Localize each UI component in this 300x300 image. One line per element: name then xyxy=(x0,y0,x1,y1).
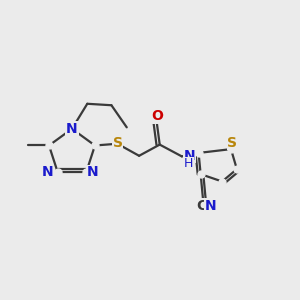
Text: N: N xyxy=(205,199,216,213)
Text: N: N xyxy=(41,166,53,179)
Text: C: C xyxy=(197,199,207,213)
Text: N: N xyxy=(87,166,98,179)
Text: H: H xyxy=(184,157,193,170)
Text: N: N xyxy=(41,165,52,179)
Text: S: S xyxy=(227,136,237,150)
Text: N: N xyxy=(67,121,78,135)
Text: S: S xyxy=(112,136,123,150)
Text: N: N xyxy=(183,149,195,163)
Text: N: N xyxy=(205,199,216,213)
Text: S: S xyxy=(227,136,237,150)
Text: N: N xyxy=(87,166,98,180)
Text: S: S xyxy=(112,136,123,150)
Text: N: N xyxy=(66,122,78,136)
Text: N: N xyxy=(183,149,195,163)
Text: O: O xyxy=(151,109,163,123)
Text: H: H xyxy=(184,157,193,170)
Text: O: O xyxy=(151,109,163,123)
Text: C: C xyxy=(197,199,207,213)
